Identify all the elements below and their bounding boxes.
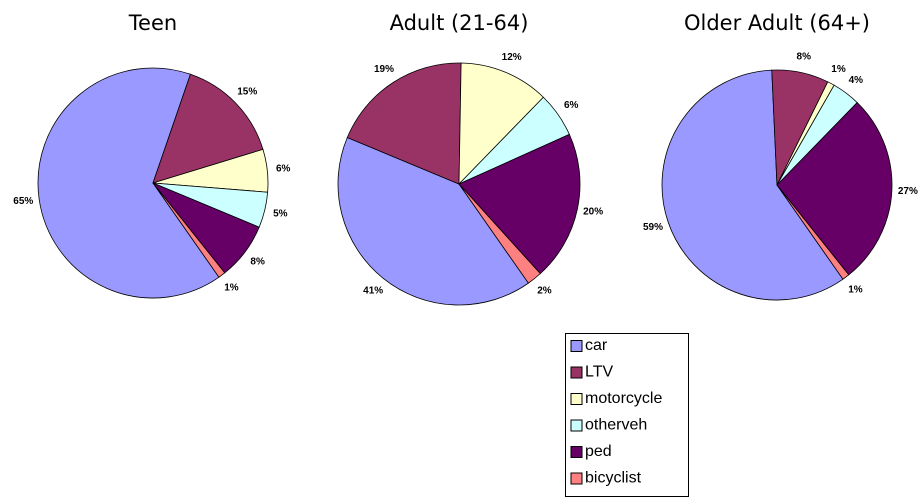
data-label: 19% [374, 64, 394, 75]
legend-label: otherveh [585, 417, 647, 434]
legend-label: motorcycle [585, 390, 662, 407]
pie-slice [37, 67, 220, 299]
data-label: 41% [363, 285, 383, 296]
pie-slice [458, 133, 581, 275]
legend-box [565, 333, 689, 497]
data-label: 8% [250, 256, 265, 267]
legend-label: bicyclist [585, 470, 642, 487]
pie-slice [458, 62, 544, 186]
legend-swatch [570, 393, 583, 405]
data-label: 1% [831, 64, 846, 75]
legend-label: car [585, 337, 608, 354]
data-label: 4% [849, 75, 864, 86]
pie-slice [346, 62, 462, 185]
chart-title: Older Adult (64+) [684, 11, 870, 35]
legend-label: LTV [585, 364, 613, 381]
pie-slice [776, 101, 893, 276]
legend-label: ped [585, 443, 612, 460]
data-label: 59% [643, 222, 663, 233]
data-label: 65% [13, 196, 33, 207]
pie-slice [661, 69, 844, 301]
legend-swatch [570, 366, 583, 379]
legend-swatch [570, 446, 583, 458]
pie-slice [776, 184, 850, 280]
data-label: 27% [898, 186, 918, 197]
data-label: 20% [583, 207, 603, 218]
data-label: 15% [237, 87, 257, 98]
legend-swatch [570, 419, 583, 432]
data-label: 6% [276, 163, 291, 174]
pie-slice [152, 182, 226, 278]
chart-title: Adult (21-64) [390, 11, 529, 35]
pie-slice [152, 73, 264, 184]
legend-swatch [570, 472, 583, 485]
pie-slice [337, 136, 529, 306]
data-label: 6% [564, 100, 579, 111]
pie-slice [458, 183, 541, 284]
chart-title: Teen [128, 11, 177, 35]
data-label: 5% [273, 208, 288, 219]
data-label: 2% [537, 286, 552, 297]
data-label: 12% [502, 52, 522, 63]
data-label: 8% [797, 51, 812, 62]
legend-swatch [570, 340, 583, 352]
data-label: 1% [848, 285, 863, 296]
data-label: 1% [224, 283, 239, 294]
